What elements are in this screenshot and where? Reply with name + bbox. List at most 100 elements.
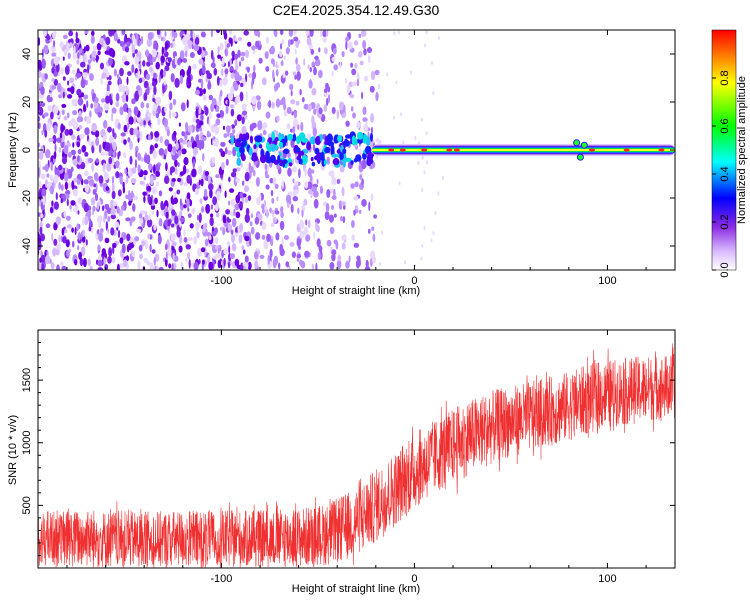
noise-blob — [143, 154, 149, 163]
onset-blob — [236, 158, 242, 166]
noise-blob — [323, 104, 328, 112]
noise-blob — [85, 239, 88, 246]
noise-blob — [331, 249, 337, 256]
noise-blob — [200, 139, 205, 150]
noise-blob — [130, 192, 135, 199]
noise-blob — [72, 69, 76, 75]
noise-blob — [244, 196, 249, 204]
noise-blob — [296, 63, 301, 72]
noise-blob — [139, 131, 143, 141]
noise-blob — [151, 249, 156, 254]
noise-blob — [343, 104, 346, 113]
noise-blob — [180, 102, 186, 112]
noise-blob — [202, 223, 206, 233]
noise-blob — [271, 197, 275, 204]
noise-blob — [240, 51, 246, 57]
noise-blob — [104, 237, 110, 244]
noise-blob — [133, 195, 139, 201]
noise-blob — [185, 168, 190, 174]
noise-blob — [349, 94, 355, 99]
noise-blob — [258, 57, 263, 64]
noise-blob — [66, 112, 70, 119]
noise-blob — [59, 41, 64, 48]
noise-blob — [107, 80, 112, 86]
noise-blob — [285, 194, 292, 203]
noise-blob — [67, 151, 72, 158]
onset-blob — [298, 158, 303, 165]
noise-blob — [215, 174, 220, 179]
noise-blob — [72, 188, 79, 197]
noise-blob — [193, 235, 198, 245]
noise-blob — [362, 106, 367, 115]
noise-blob — [243, 30, 249, 36]
noise-blob — [293, 36, 299, 42]
noise-blob — [281, 39, 285, 45]
noise-blob — [174, 215, 179, 225]
noise-blob — [191, 168, 197, 178]
noise-blob — [38, 200, 41, 207]
noise-blob — [163, 80, 167, 86]
noise-blob — [66, 198, 69, 207]
noise-blob — [95, 158, 99, 164]
noise-blob — [341, 234, 347, 241]
noise-blob — [64, 65, 70, 76]
noise-blob — [174, 159, 178, 168]
noise-blob — [155, 112, 160, 119]
noise-blob — [101, 248, 107, 256]
noise-blob — [288, 30, 294, 37]
noise-blob — [181, 148, 187, 155]
noise-blob — [107, 126, 112, 133]
onset-blob — [234, 141, 242, 148]
noise-blob — [238, 234, 243, 244]
noise-blob — [86, 100, 89, 108]
noise-blob — [373, 214, 377, 219]
noise-blob — [47, 104, 52, 112]
carrier-artifact — [580, 141, 588, 149]
noise-blob — [91, 30, 95, 36]
noise-blob — [138, 77, 143, 84]
noise-blob — [206, 130, 210, 138]
noise-blob — [41, 48, 45, 59]
colorbar-label: Normalized spectral amplitude — [736, 76, 748, 224]
onset-blob — [333, 136, 339, 144]
noise-blob — [80, 246, 86, 257]
noise-blob — [162, 85, 165, 94]
noise-blob — [53, 78, 58, 86]
noise-blob — [316, 178, 319, 185]
noise-blob — [279, 99, 284, 106]
noise-blob — [328, 214, 334, 223]
noise-blob — [187, 237, 193, 241]
noise-blob — [324, 47, 328, 55]
noise-blob — [193, 261, 199, 270]
snr-ticks: -100 0 100 500 1000 1500 — [21, 330, 675, 585]
noise-blob — [64, 128, 70, 136]
noise-blob — [40, 173, 46, 180]
noise-blob — [103, 214, 106, 224]
noise-blob — [331, 176, 337, 186]
noise-blob — [261, 234, 266, 240]
noise-blob — [354, 62, 358, 69]
noise-blob — [90, 197, 96, 206]
noise-blob — [46, 173, 50, 178]
noise-blob — [50, 161, 53, 172]
noise-blob — [114, 221, 119, 228]
noise-blob — [217, 247, 220, 255]
noise-blob — [229, 188, 235, 193]
noise-blob — [40, 213, 44, 219]
onset-blob — [239, 146, 245, 154]
noise-blob — [98, 220, 102, 229]
noise-blob — [66, 224, 72, 229]
onset-blob — [253, 144, 257, 150]
noise-blob — [202, 153, 205, 162]
noise-blob — [210, 103, 215, 112]
noise-blob — [366, 47, 373, 53]
noise-blob — [331, 195, 337, 201]
noise-blob — [96, 42, 102, 51]
noise-blob — [99, 106, 103, 113]
noise-blob — [271, 101, 275, 109]
noise-blob — [83, 179, 89, 185]
noise-speck — [426, 160, 429, 165]
noise-blob — [53, 201, 60, 210]
noise-blob — [342, 216, 346, 224]
noise-blob — [247, 195, 252, 202]
